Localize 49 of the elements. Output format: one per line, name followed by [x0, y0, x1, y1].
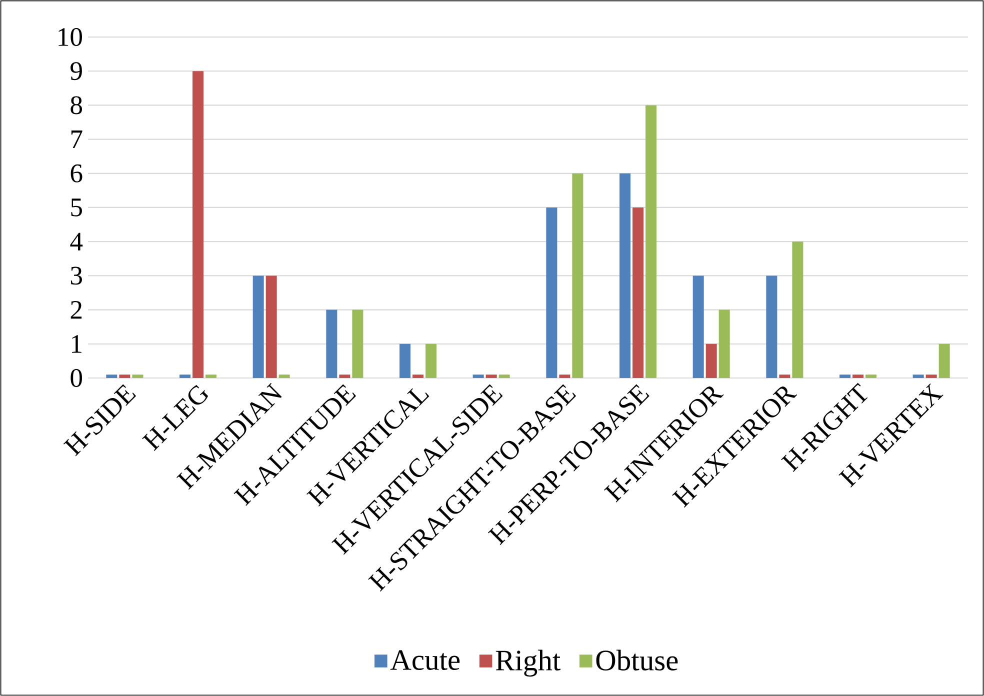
bar — [692, 276, 704, 378]
bar — [339, 374, 350, 378]
legend-label: Obtuse — [596, 650, 678, 671]
bar — [252, 276, 264, 378]
bar — [426, 344, 437, 378]
bar — [266, 276, 277, 378]
bar — [486, 374, 497, 378]
bar — [620, 173, 631, 378]
bar — [706, 344, 717, 378]
y-tick-label: 4 — [70, 232, 83, 250]
y-tick-label: 9 — [70, 62, 82, 80]
bar — [400, 344, 411, 378]
bar — [472, 374, 484, 378]
bar — [938, 344, 950, 378]
bar — [766, 276, 778, 378]
legend-label: Acute — [390, 650, 460, 670]
bar — [912, 374, 924, 378]
bar — [352, 310, 364, 378]
bar — [572, 173, 584, 378]
bar — [632, 208, 644, 378]
bar — [718, 310, 730, 378]
y-tick-label: 5 — [71, 198, 82, 216]
bar — [866, 374, 877, 378]
y-tick-label: 2 — [70, 300, 82, 319]
bar — [546, 208, 558, 378]
bar — [106, 374, 118, 378]
bar — [840, 374, 851, 378]
bar — [498, 374, 510, 378]
bar — [646, 105, 657, 378]
bar — [926, 374, 937, 378]
bar — [326, 310, 338, 378]
bar — [852, 374, 864, 378]
y-tick-label: 1 — [72, 335, 82, 353]
bar — [206, 374, 217, 378]
bar — [779, 374, 790, 378]
y-tick-label: 8 — [70, 96, 82, 114]
y-tick-label: 6 — [70, 164, 82, 182]
bar — [412, 374, 424, 378]
bar — [119, 374, 130, 378]
y-tick-label: 7 — [71, 130, 82, 148]
bar — [792, 242, 804, 378]
bar — [559, 374, 570, 378]
bar — [180, 374, 191, 378]
bar — [132, 374, 144, 378]
bar — [278, 374, 290, 378]
y-tick-label: 10 — [58, 28, 82, 46]
y-tick-label: 3 — [70, 266, 82, 285]
bar — [192, 71, 204, 378]
legend-label: Right — [496, 650, 560, 677]
